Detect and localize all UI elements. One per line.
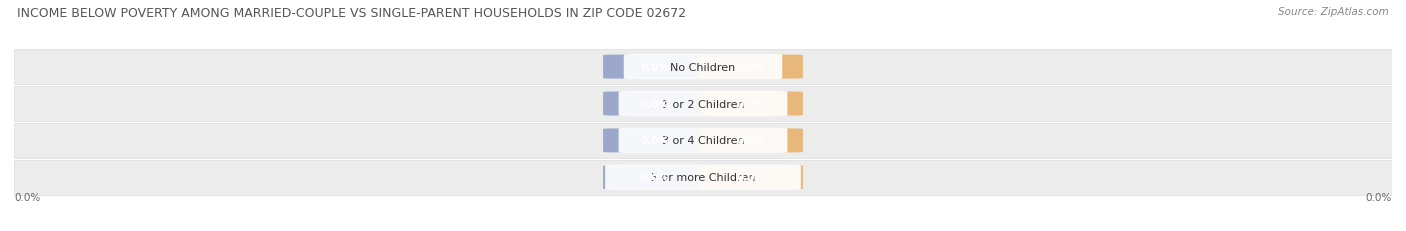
Text: 0.0%: 0.0% xyxy=(640,99,669,109)
Text: 0.0%: 0.0% xyxy=(737,173,766,182)
FancyBboxPatch shape xyxy=(603,166,706,189)
Text: Source: ZipAtlas.com: Source: ZipAtlas.com xyxy=(1278,7,1389,17)
FancyBboxPatch shape xyxy=(14,86,1392,122)
FancyBboxPatch shape xyxy=(700,166,803,189)
FancyBboxPatch shape xyxy=(14,123,1392,158)
FancyBboxPatch shape xyxy=(605,165,801,190)
FancyBboxPatch shape xyxy=(603,55,706,79)
Text: 1 or 2 Children: 1 or 2 Children xyxy=(662,99,744,109)
Text: INCOME BELOW POVERTY AMONG MARRIED-COUPLE VS SINGLE-PARENT HOUSEHOLDS IN ZIP COD: INCOME BELOW POVERTY AMONG MARRIED-COUPL… xyxy=(17,7,686,20)
FancyBboxPatch shape xyxy=(700,129,803,153)
FancyBboxPatch shape xyxy=(603,129,706,153)
Text: 0.0%: 0.0% xyxy=(737,99,766,109)
FancyBboxPatch shape xyxy=(14,50,1392,85)
Text: 0.0%: 0.0% xyxy=(737,62,766,72)
Text: 0.0%: 0.0% xyxy=(640,62,669,72)
FancyBboxPatch shape xyxy=(700,55,803,79)
FancyBboxPatch shape xyxy=(619,91,787,117)
FancyBboxPatch shape xyxy=(14,160,1392,195)
FancyBboxPatch shape xyxy=(700,92,803,116)
Text: 0.0%: 0.0% xyxy=(14,193,41,203)
Text: 0.0%: 0.0% xyxy=(640,173,669,182)
FancyBboxPatch shape xyxy=(603,92,706,116)
FancyBboxPatch shape xyxy=(619,128,787,153)
Text: 5 or more Children: 5 or more Children xyxy=(651,173,755,182)
FancyBboxPatch shape xyxy=(624,55,782,80)
Text: 3 or 4 Children: 3 or 4 Children xyxy=(662,136,744,146)
Text: No Children: No Children xyxy=(671,62,735,72)
Text: 0.0%: 0.0% xyxy=(1365,193,1392,203)
Text: 0.0%: 0.0% xyxy=(640,136,669,146)
Text: 0.0%: 0.0% xyxy=(737,136,766,146)
